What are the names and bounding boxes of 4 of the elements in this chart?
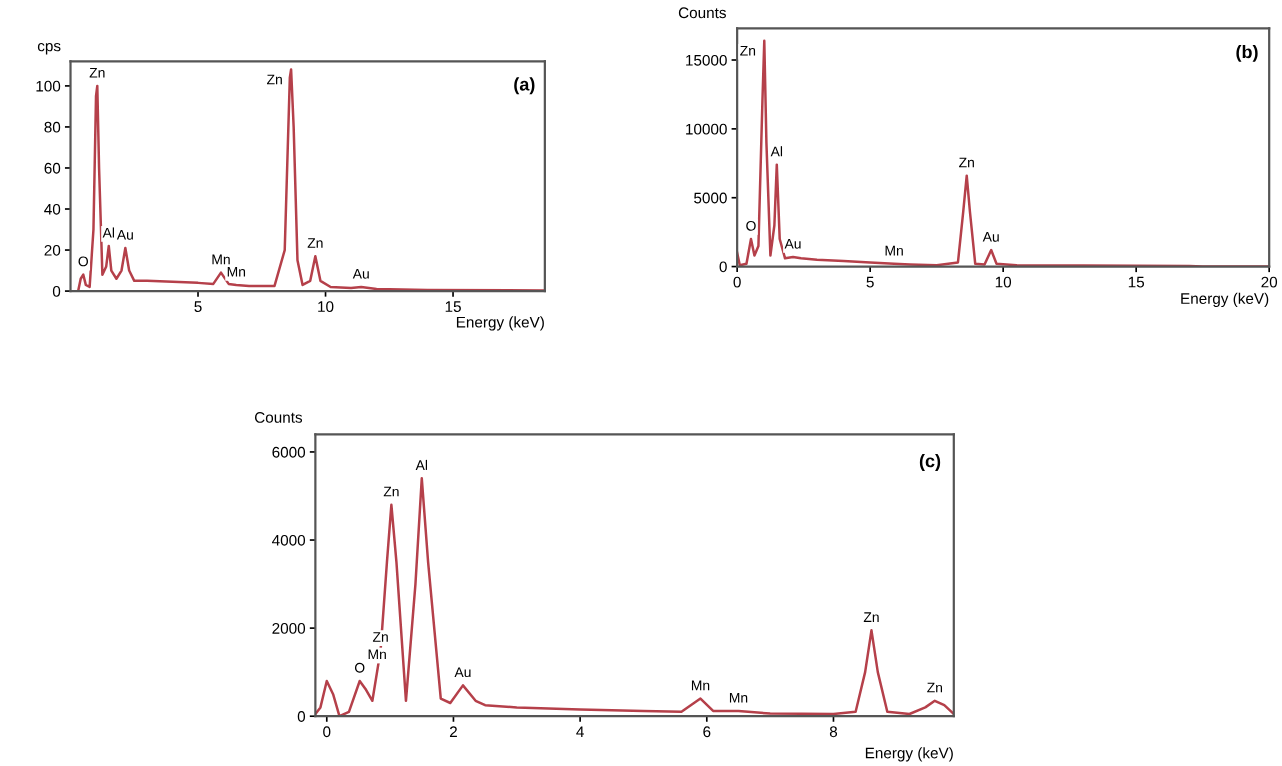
annotation: (a) — [514, 77, 535, 95]
annotation: (c) — [919, 454, 941, 471]
line-series — [76, 68, 545, 292]
annotation: (b) — [1236, 45, 1258, 62]
